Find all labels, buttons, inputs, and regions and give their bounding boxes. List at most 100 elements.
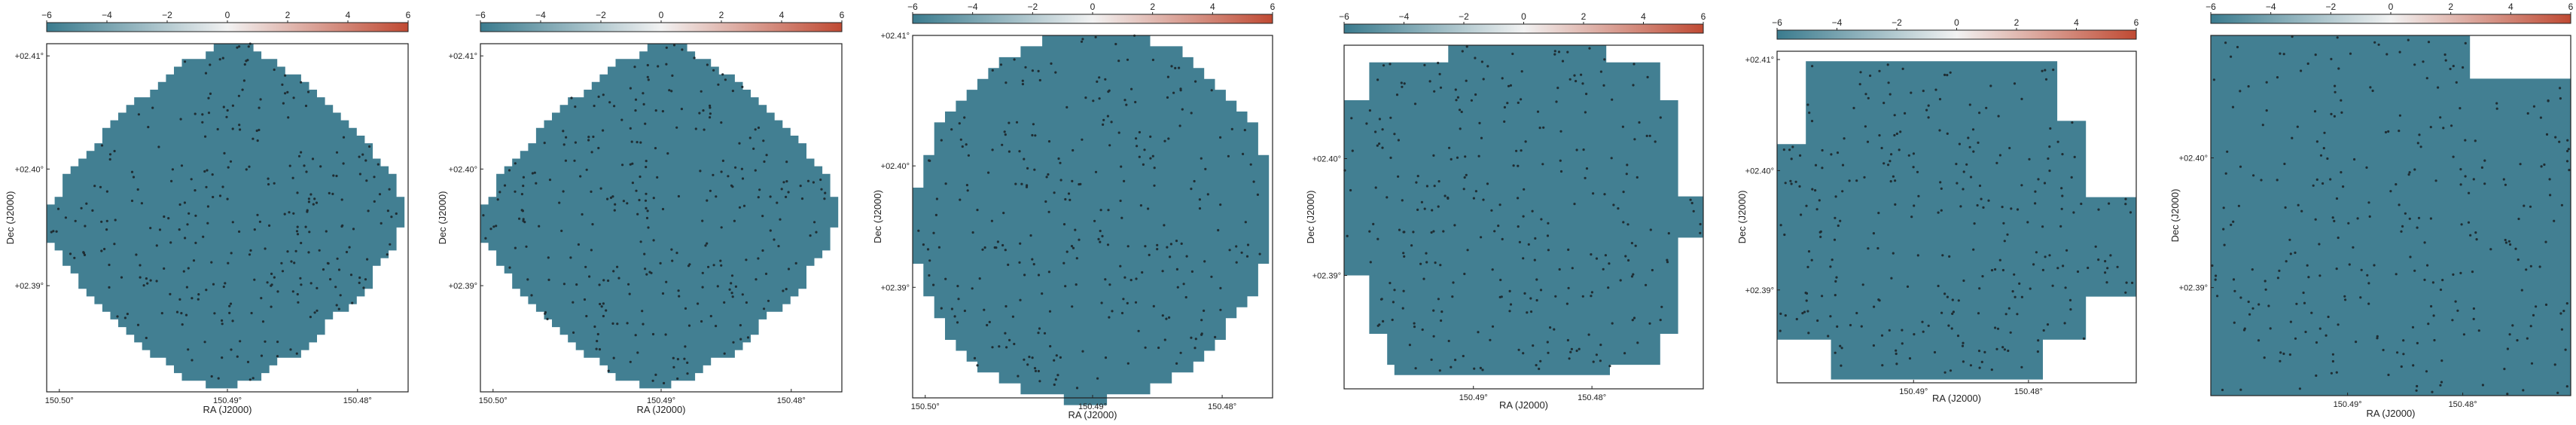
source-point — [1210, 275, 1213, 278]
source-point — [1031, 258, 1034, 261]
y-tick-label: +02.39° — [881, 283, 910, 292]
source-point — [2222, 228, 2225, 231]
source-point — [2314, 54, 2317, 57]
source-point — [636, 212, 639, 216]
source-point — [1517, 101, 1520, 104]
source-point — [572, 301, 575, 304]
source-point — [2559, 97, 2562, 100]
source-point — [780, 188, 783, 191]
source-point — [1075, 387, 1079, 390]
source-point — [1242, 152, 1245, 155]
source-point — [1536, 110, 1540, 113]
source-point — [1026, 184, 1029, 187]
source-point — [1779, 329, 1782, 332]
source-point — [1501, 237, 1504, 240]
source-point — [2321, 182, 2324, 185]
source-point — [1604, 254, 1607, 257]
source-point — [1557, 50, 1561, 54]
source-point — [1877, 212, 1880, 215]
source-point — [1969, 364, 1972, 367]
source-point — [1194, 338, 1197, 341]
source-point — [1031, 356, 1034, 359]
source-point — [1147, 207, 1150, 210]
source-point — [1134, 301, 1138, 304]
source-point — [1790, 157, 1793, 161]
source-point — [1053, 359, 1056, 362]
source-point — [2454, 300, 2457, 303]
source-point — [787, 191, 790, 194]
source-point — [1599, 344, 1602, 347]
y-tick-label: +02.40° — [1312, 154, 1341, 164]
source-point — [983, 308, 986, 311]
source-point — [1249, 163, 1252, 166]
source-point — [1013, 58, 1016, 61]
source-point — [2474, 139, 2477, 142]
source-point — [132, 176, 136, 179]
source-point — [1578, 347, 1581, 350]
source-point — [1433, 185, 1436, 188]
source-point — [207, 96, 210, 99]
axes-frame — [1776, 50, 2137, 384]
source-point — [231, 221, 234, 224]
source-points — [482, 44, 827, 385]
source-point — [1948, 255, 1951, 258]
source-point — [1433, 90, 1436, 93]
source-point — [1219, 308, 1222, 311]
source-point — [2483, 182, 2486, 185]
source-point — [184, 60, 187, 63]
source-point — [258, 106, 261, 109]
source-point — [362, 286, 365, 289]
source-point — [2422, 60, 2425, 63]
source-point — [596, 340, 599, 343]
source-point — [745, 301, 748, 304]
source-point — [1529, 310, 1533, 313]
source-point — [944, 182, 947, 185]
source-point — [1034, 134, 1037, 137]
source-point — [2104, 260, 2107, 263]
source-point — [258, 128, 261, 132]
source-point — [522, 185, 525, 188]
source-point — [2288, 238, 2291, 241]
source-point — [264, 340, 267, 343]
source-point — [2318, 274, 2321, 277]
source-point — [1498, 203, 1501, 206]
source-point — [2289, 252, 2292, 255]
source-point — [1194, 80, 1197, 83]
source-point — [2232, 220, 2235, 223]
source-point — [296, 233, 300, 236]
source-point — [608, 101, 611, 104]
source-point — [207, 112, 211, 115]
source-point — [147, 126, 150, 129]
source-point — [1228, 249, 1231, 252]
source-point — [1570, 347, 1573, 350]
source-point — [1018, 261, 1021, 264]
source-point — [1981, 275, 1984, 278]
source-point — [1864, 125, 1867, 128]
source-point — [2333, 219, 2336, 222]
source-point — [2539, 116, 2542, 119]
source-point — [190, 178, 193, 181]
source-point — [657, 65, 660, 68]
source-point — [1535, 278, 1538, 281]
source-point — [1430, 358, 1433, 361]
source-point — [1493, 230, 1496, 233]
source-point — [2230, 55, 2233, 58]
source-point — [2247, 300, 2250, 304]
source-point — [1852, 106, 1855, 109]
y-tick-label: +02.40° — [1745, 167, 1774, 176]
source-point — [1982, 206, 1985, 209]
source-point — [1486, 65, 1489, 68]
source-point — [1602, 268, 1605, 271]
source-point — [1393, 133, 1396, 136]
source-point — [2398, 114, 2401, 117]
source-point — [155, 280, 158, 283]
source-point — [2056, 140, 2059, 143]
source-point — [2427, 323, 2430, 326]
source-point — [1038, 380, 1041, 383]
source-point — [2413, 269, 2416, 272]
source-point — [1517, 164, 1520, 167]
source-point — [2251, 268, 2254, 271]
source-point — [1651, 268, 1654, 272]
source-point — [1810, 120, 1814, 123]
